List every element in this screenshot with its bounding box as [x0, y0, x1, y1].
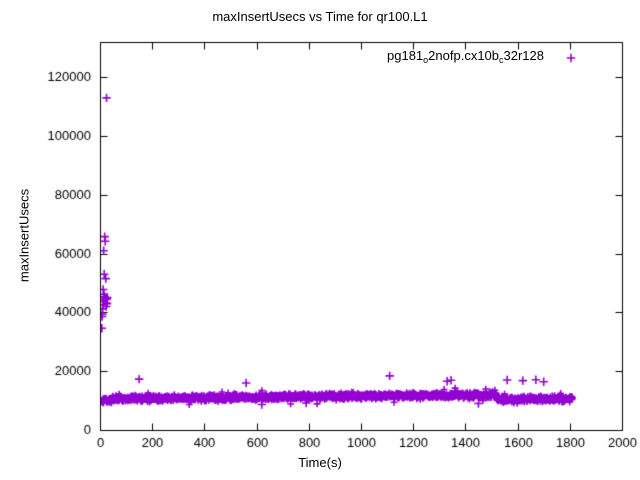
scatter-plot-canvas: [0, 0, 640, 480]
chart-container: maxInsertUsecs vs Time for qr100.L1 pg18…: [0, 0, 640, 480]
